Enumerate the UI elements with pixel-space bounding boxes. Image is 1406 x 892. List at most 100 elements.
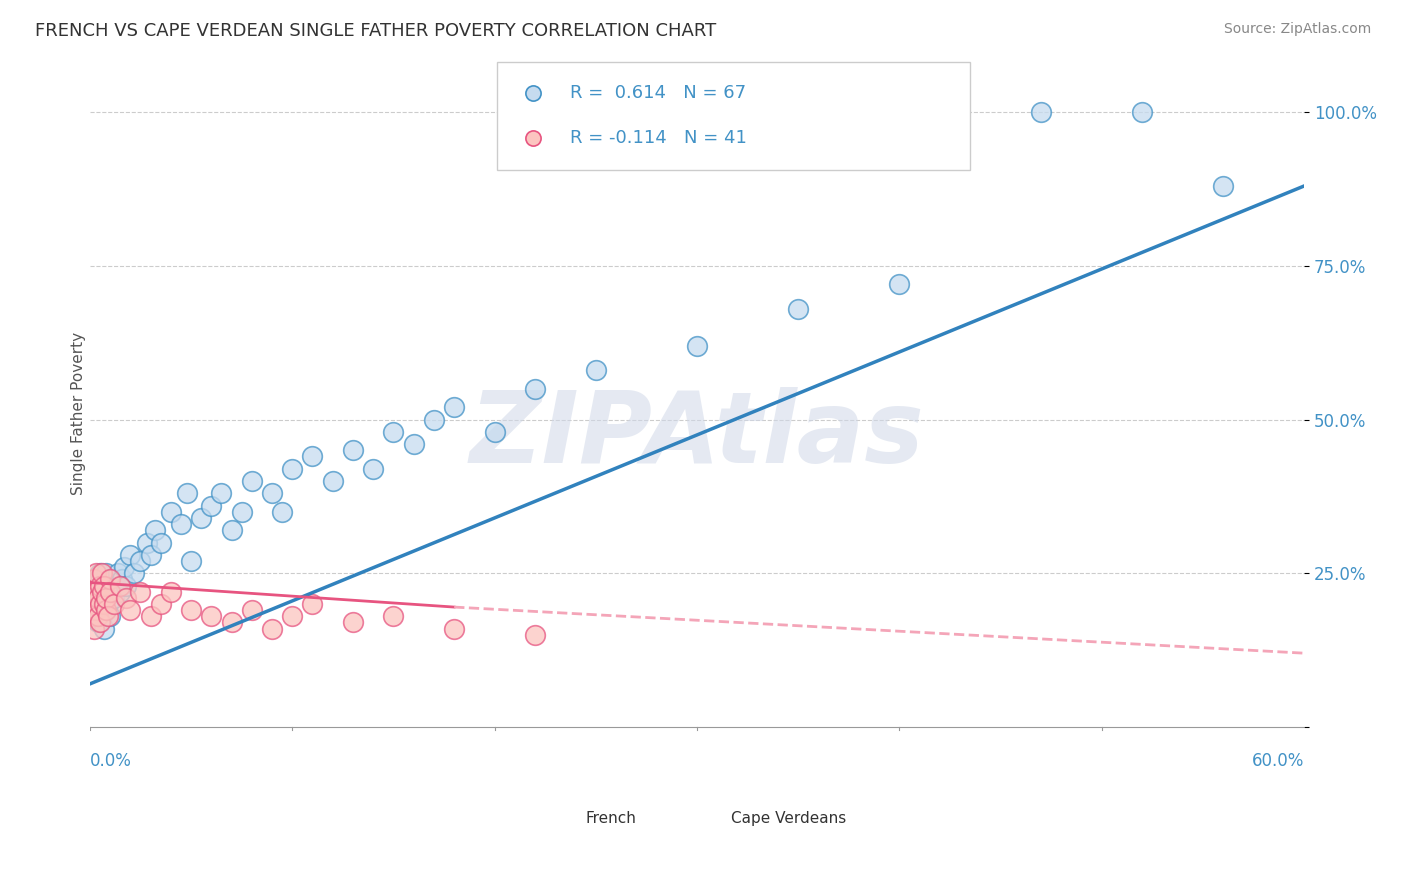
Point xyxy=(84,603,107,617)
Point xyxy=(382,425,405,439)
Point xyxy=(83,609,105,624)
Point xyxy=(281,609,304,624)
Point xyxy=(159,584,181,599)
Text: 60.0%: 60.0% xyxy=(1251,752,1305,770)
Point xyxy=(200,609,222,624)
Point xyxy=(94,591,117,605)
Point xyxy=(342,443,364,458)
Point xyxy=(176,486,198,500)
Point xyxy=(301,597,323,611)
Point xyxy=(120,603,142,617)
Point xyxy=(111,573,134,587)
Point xyxy=(98,584,121,599)
Point xyxy=(129,584,152,599)
Point xyxy=(221,523,243,537)
Point xyxy=(84,566,107,581)
Point xyxy=(484,425,506,439)
Point xyxy=(93,578,115,592)
Point xyxy=(402,437,425,451)
Point xyxy=(443,622,465,636)
Point xyxy=(91,566,114,581)
Point xyxy=(260,622,283,636)
Point xyxy=(87,597,110,611)
Point xyxy=(190,511,212,525)
Text: Cape Verdeans: Cape Verdeans xyxy=(731,811,846,826)
Point xyxy=(89,578,111,592)
Point xyxy=(94,566,117,581)
FancyBboxPatch shape xyxy=(697,809,724,827)
Point xyxy=(93,622,115,636)
Point xyxy=(817,141,839,155)
Point xyxy=(87,591,110,605)
Point xyxy=(260,486,283,500)
Point xyxy=(129,554,152,568)
Point xyxy=(84,591,107,605)
Text: 0.0%: 0.0% xyxy=(90,752,132,770)
Point xyxy=(149,535,172,549)
Point xyxy=(139,609,162,624)
Point xyxy=(139,548,162,562)
Point xyxy=(80,609,103,624)
Text: R = -0.114   N = 41: R = -0.114 N = 41 xyxy=(569,128,747,147)
Point xyxy=(423,412,446,426)
Point xyxy=(281,461,304,475)
Point xyxy=(180,554,202,568)
Point xyxy=(200,499,222,513)
Point xyxy=(94,584,117,599)
Text: French: French xyxy=(585,811,636,826)
Text: Source: ZipAtlas.com: Source: ZipAtlas.com xyxy=(1223,22,1371,37)
Point xyxy=(817,178,839,193)
FancyBboxPatch shape xyxy=(551,809,578,827)
Point xyxy=(209,486,232,500)
Point xyxy=(93,597,115,611)
Point xyxy=(159,505,181,519)
Point xyxy=(93,597,115,611)
Point xyxy=(105,578,128,592)
Point xyxy=(93,578,115,592)
Point xyxy=(443,401,465,415)
Point xyxy=(80,597,103,611)
Point xyxy=(80,584,103,599)
FancyBboxPatch shape xyxy=(496,62,970,170)
Point xyxy=(686,339,709,353)
Point xyxy=(91,591,114,605)
Text: ZIPAtlas: ZIPAtlas xyxy=(470,386,924,483)
Point xyxy=(83,597,105,611)
Text: FRENCH VS CAPE VERDEAN SINGLE FATHER POVERTY CORRELATION CHART: FRENCH VS CAPE VERDEAN SINGLE FATHER POV… xyxy=(35,22,717,40)
Point xyxy=(135,535,157,549)
Point xyxy=(342,615,364,630)
Point xyxy=(91,584,114,599)
Point xyxy=(89,584,111,599)
Point xyxy=(94,603,117,617)
Point xyxy=(89,615,111,630)
Y-axis label: Single Father Poverty: Single Father Poverty xyxy=(72,332,86,495)
Point xyxy=(98,584,121,599)
Point xyxy=(97,597,120,611)
Point xyxy=(84,573,107,587)
Point xyxy=(240,603,263,617)
Point xyxy=(89,603,111,617)
Point xyxy=(97,609,120,624)
Point xyxy=(84,584,107,599)
Point xyxy=(98,573,121,587)
Point xyxy=(1212,178,1234,193)
Point xyxy=(301,450,323,464)
Point xyxy=(103,597,125,611)
Point xyxy=(143,523,166,537)
Point xyxy=(115,591,138,605)
Point xyxy=(108,578,131,592)
Point xyxy=(240,474,263,488)
Point xyxy=(108,584,131,599)
Point xyxy=(83,573,105,587)
Point xyxy=(1130,105,1153,120)
Point xyxy=(524,382,547,396)
Point xyxy=(231,505,253,519)
Point xyxy=(787,301,810,316)
Point xyxy=(170,517,193,532)
Point xyxy=(221,615,243,630)
Point xyxy=(1029,105,1052,120)
Point xyxy=(149,597,172,611)
Text: R =  0.614   N = 67: R = 0.614 N = 67 xyxy=(569,84,745,102)
Point xyxy=(87,578,110,592)
Point xyxy=(89,597,111,611)
